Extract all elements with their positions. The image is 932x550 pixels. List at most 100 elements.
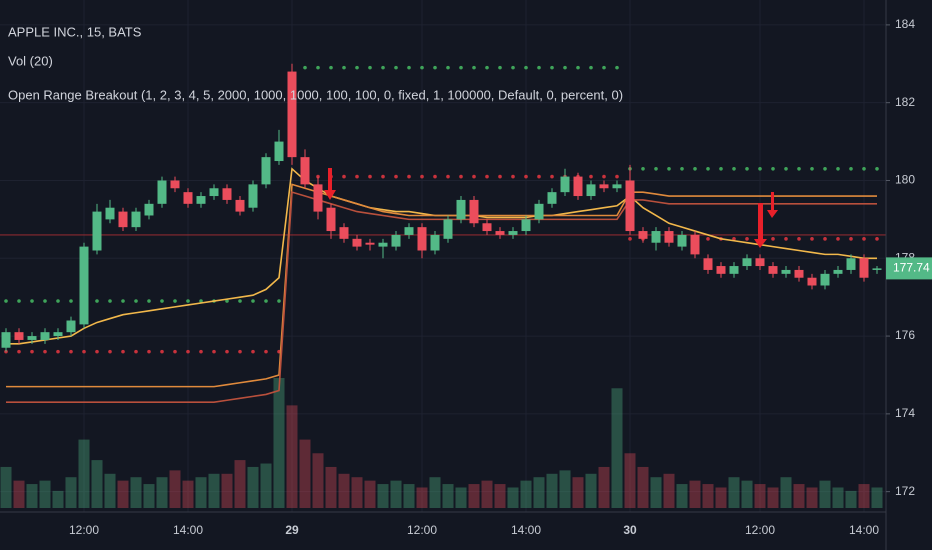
x-tick-label: 12:00 (407, 523, 437, 537)
volume-bar (104, 473, 116, 508)
level-dot (823, 167, 827, 171)
volume-bar (546, 473, 558, 508)
level-dot (732, 167, 736, 171)
volume-bar (585, 473, 597, 508)
level-dot (238, 349, 242, 354)
volume-bar (26, 484, 38, 508)
level-dot (95, 349, 99, 354)
candle-body (729, 266, 739, 274)
volume-bar (169, 470, 181, 508)
level-dot (602, 174, 606, 179)
volume-bar (715, 487, 727, 508)
volume-bar (455, 487, 467, 508)
level-dot (264, 299, 268, 303)
level-dot (316, 65, 320, 70)
candle-body (274, 141, 284, 162)
arrow (324, 190, 336, 200)
volume-bar (533, 477, 545, 508)
level-dot (43, 299, 47, 303)
y-tick-label: 184 (895, 17, 915, 31)
level-dot (745, 237, 749, 241)
candle-body (144, 203, 154, 216)
candle-body (651, 231, 661, 243)
candle-body (118, 211, 128, 228)
level-dot (186, 349, 190, 354)
indicator-label: Open Range Breakout (1, 2, 3, 4, 5, 2000… (8, 87, 623, 102)
candle-body (352, 238, 362, 247)
volume-bar (156, 477, 168, 508)
volume-bar (728, 477, 740, 508)
volume-bar (702, 484, 714, 508)
candle-body (27, 336, 37, 340)
volume-bar (806, 487, 818, 508)
candle-body (235, 199, 245, 212)
volume-bar (0, 466, 12, 508)
level-dot (121, 299, 125, 303)
volume-bar (559, 470, 571, 508)
candle-body (391, 234, 401, 247)
candle-body (378, 242, 388, 247)
x-tick-label: 30 (623, 523, 637, 537)
chart-title: APPLE INC., 15, BATS (8, 24, 142, 39)
level-dot (498, 174, 502, 179)
candle-body (495, 231, 505, 235)
volume-bar (221, 473, 233, 508)
last-price-tag (886, 257, 932, 280)
level-dot (420, 65, 424, 70)
level-dot (160, 299, 164, 303)
level-dot (186, 299, 190, 303)
indicator-label: Vol (20) (8, 53, 53, 68)
plot (0, 63, 886, 508)
level-dot (212, 349, 216, 354)
volume-bar (429, 477, 441, 508)
candle-body (105, 207, 115, 220)
candle-body (365, 242, 375, 245)
arrow (767, 210, 778, 218)
candle-body (456, 199, 466, 220)
level-dot (108, 349, 112, 354)
candle-body (846, 258, 856, 270)
level-dot (654, 167, 658, 171)
volume-bar (741, 480, 753, 508)
level-dot (589, 65, 593, 70)
level-dot (160, 349, 164, 354)
volume-bar (338, 473, 350, 508)
candle-body (508, 231, 518, 235)
volume-bar (598, 466, 610, 508)
volume-bar (494, 484, 506, 508)
candle-body (92, 211, 102, 251)
level-dot (56, 299, 60, 303)
candle-body (781, 269, 791, 274)
candle-body (872, 268, 882, 270)
level-dot (589, 174, 593, 179)
candle-body (794, 269, 804, 278)
level-dot (329, 65, 333, 70)
level-dot (810, 237, 814, 241)
level-dot (784, 167, 788, 171)
volume-bar (468, 484, 480, 508)
candle-body (755, 258, 765, 267)
level-dot (459, 65, 463, 70)
indicator-line (6, 183, 877, 388)
level-dot (95, 299, 99, 303)
volume-bar (117, 480, 129, 508)
volume-bar (52, 490, 64, 508)
arrow (758, 203, 763, 241)
level-dot (602, 65, 606, 70)
volume-bar (832, 487, 844, 508)
candle-body (703, 258, 713, 270)
candle-body (1, 332, 11, 348)
volume-bar (637, 466, 649, 508)
volume-bar (689, 480, 701, 508)
volume-bar (507, 487, 519, 508)
level-dot (394, 174, 398, 179)
level-dot (368, 174, 372, 179)
candle-body (417, 227, 427, 251)
candle-body (339, 227, 349, 239)
volume-bar (390, 480, 402, 508)
x-tick-label: 12:00 (69, 523, 99, 537)
level-dot (732, 237, 736, 241)
candle-body (638, 231, 648, 239)
level-dot (615, 174, 619, 179)
